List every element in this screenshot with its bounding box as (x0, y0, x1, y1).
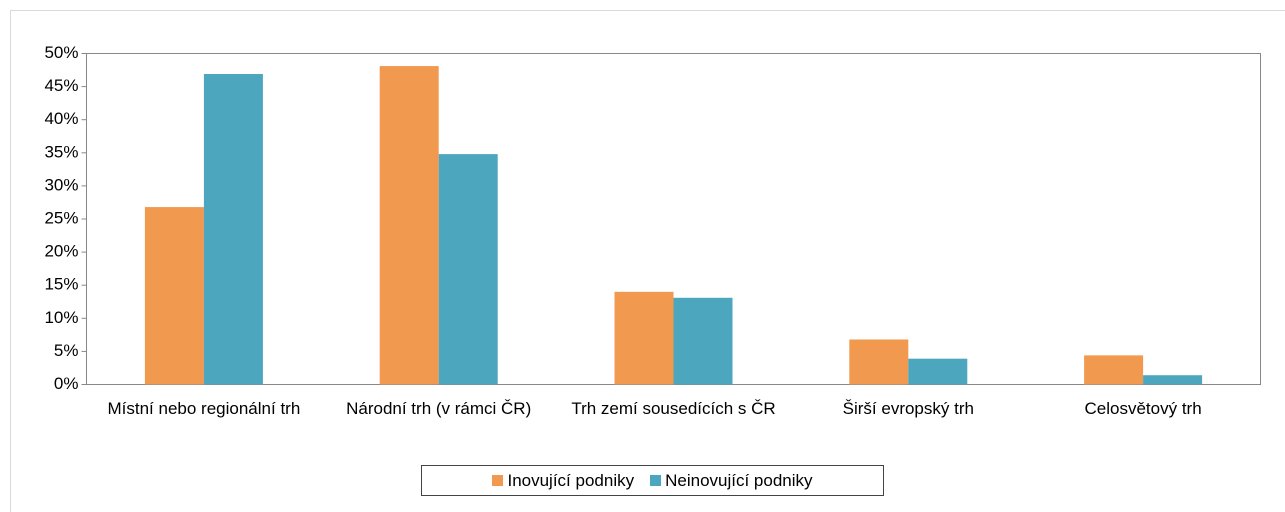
y-tick-label: 25% (44, 208, 78, 227)
legend: Inovující podniky Neinovující podniky (421, 465, 884, 496)
y-tick-label: 5% (54, 341, 79, 360)
legend-swatch (492, 475, 504, 486)
bar (144, 207, 204, 385)
bar (203, 74, 263, 385)
bar (1084, 355, 1144, 385)
y-tick-label: 40% (44, 109, 78, 128)
y-tick-label: 10% (44, 308, 78, 327)
legend-item: Neinovující podniky (650, 470, 813, 491)
bar (908, 358, 968, 385)
bar (849, 339, 909, 385)
legend-item: Inovující podniky (492, 471, 634, 491)
x-tick-label: Celosvětový trh (1084, 399, 1202, 418)
y-tick-label: 45% (44, 76, 78, 95)
chart-frame (10, 10, 1285, 512)
y-tick-label: 35% (44, 142, 78, 161)
x-tick-label: Širší evropský trh (842, 399, 974, 418)
y-tick-label: 50% (44, 43, 78, 62)
x-tick-label: Národní trh (v rámci ČR) (346, 399, 532, 418)
legend-label: Neinovující podniky (665, 470, 813, 490)
bar (1143, 375, 1203, 385)
legend-swatch (650, 475, 662, 486)
y-tick-label: 20% (44, 242, 78, 261)
bar (614, 291, 674, 385)
bar (673, 297, 733, 385)
x-tick-label: Trh zemí sousedících s ČR (571, 399, 776, 418)
legend-label: Inovující podniky (507, 470, 635, 490)
bar (379, 66, 439, 385)
y-tick-label: 30% (44, 175, 78, 194)
y-tick-label: 15% (44, 275, 78, 294)
y-tick-label: 0% (54, 374, 79, 393)
x-tick-label: Místní nebo regionální trh (107, 399, 301, 418)
bar (438, 154, 498, 385)
